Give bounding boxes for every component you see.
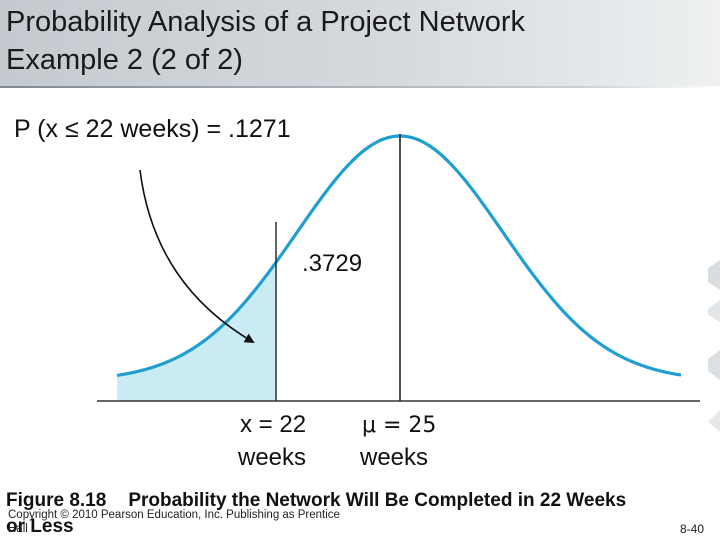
title-band: Probability Analysis of a Project Networ…	[0, 0, 720, 86]
pointer-arrow	[139, 169, 255, 344]
area-label: .3729	[302, 250, 362, 277]
figure-caption: Figure 8.18 Probability the Network Will …	[6, 490, 626, 512]
bell-curve	[116, 134, 682, 377]
mean-unit: weeks	[359, 444, 428, 471]
figure-panel	[12, 100, 708, 400]
slide-title-line-1: Probability Analysis of a Project Networ…	[6, 6, 525, 38]
probability-label: P (x ≤ 22 weeks) = .1271	[14, 115, 291, 143]
decorative-stripes	[698, 260, 720, 432]
copyright-line-2: Hall	[8, 523, 28, 535]
figure-number: Figure 8.18	[6, 490, 107, 511]
mean-label: μ = 25	[362, 413, 436, 438]
slide-title-line-2: Example 2 (2 of 2)	[6, 44, 243, 76]
x-value-unit: weeks	[237, 444, 306, 471]
slide-number: 8-40	[679, 522, 704, 536]
x-value-label: x = 22	[240, 411, 306, 438]
title-divider	[0, 86, 720, 88]
copyright-line-1: Copyright © 2010 Pearson Education, Inc.…	[8, 509, 340, 521]
normal-distribution-figure: P (x ≤ 22 weeks) = .1271 .3729 x = 22 we…	[12, 100, 708, 471]
figure-caption-text: Probability the Network Will Be Complete…	[128, 490, 627, 511]
figure-caption-line-2: or Less	[6, 516, 74, 537]
